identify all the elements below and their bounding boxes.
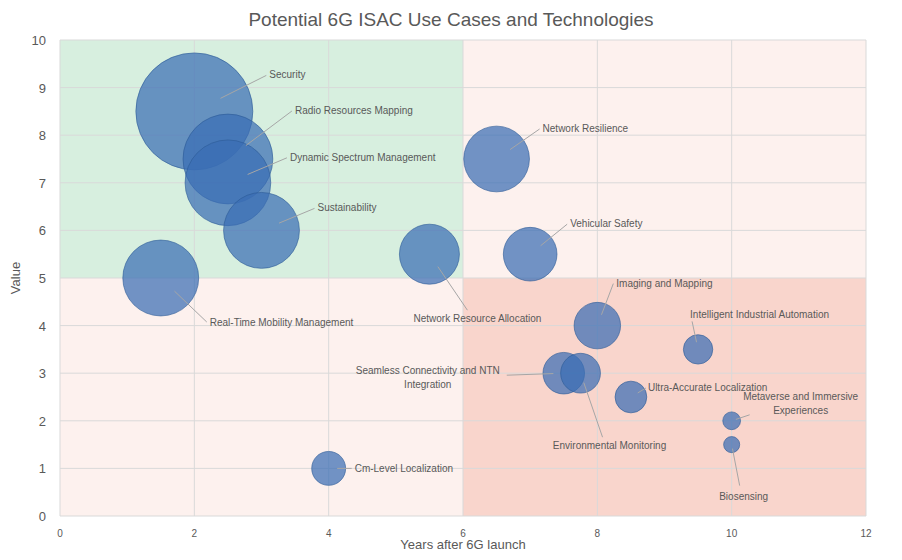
bubble-label: Cm-Level Localization [355,463,453,474]
bubble [224,192,300,268]
leader-line [248,158,287,175]
x-tick-label: 0 [57,528,63,539]
leader-line [337,468,352,469]
leader-line [279,208,314,223]
y-tick-label: 8 [39,128,46,143]
y-tick-label: 2 [39,414,46,429]
label-line: Seamless Connectivity and NTN [356,365,500,376]
x-tick-label: 10 [726,528,738,539]
bubble [561,353,601,393]
leader-line [732,449,739,486]
bubble-label: Vehicular Safety [570,218,642,229]
bubble-label: Seamless Connectivity and NTN Integration [356,365,500,390]
bubble [723,412,741,430]
bubble [503,227,557,281]
leader-line [220,75,266,98]
bubble [683,335,712,364]
y-tick-label: 9 [39,81,46,96]
bubble-label: Environmental Monitoring [553,440,666,451]
leader-line [638,388,646,393]
y-tick-label: 6 [39,223,46,238]
y-tick-label: 5 [39,271,46,286]
bubble-label: Network Resource Allocation [413,313,541,324]
bubble-label: Real-Time Mobility Management [210,317,354,328]
label-line: Metaverse and Immersive [743,391,858,402]
y-tick-label: 1 [39,461,46,476]
x-axis-label: Years after 6G launch [400,537,525,552]
label-line: Experiences [773,405,828,416]
leader-line [541,224,568,246]
y-tick-label: 7 [39,176,46,191]
page: {"chart_data": { "type": "bubble", "titl… [0,0,902,560]
leader-line [584,383,603,438]
label-line: Integration [404,379,451,390]
bubble [724,437,740,453]
x-tick-label: 2 [192,528,198,539]
y-axis-label: Value [8,262,23,294]
leader-line [601,284,613,315]
y-tick-label: 3 [39,366,46,381]
bubble-label: Metaverse and Immersive Experiences [743,391,858,416]
x-tick-label: 12 [860,528,872,539]
leader-line [510,129,540,150]
bubble-label: Security [269,69,305,80]
grid-line [60,40,61,516]
y-tick-label: 0 [39,509,46,524]
bubble-label: Intelligent Industrial Automation [690,309,829,320]
labels: Security Radio Resources Mapping Dynamic S… [174,69,858,501]
x-tick-label: 4 [326,528,332,539]
bubble [615,381,647,413]
bubbles [123,53,741,485]
bubble [464,126,530,192]
bubble-label: Sustainability [318,202,377,213]
leader-line [692,321,696,342]
bubble-label: Imaging and Mapping [616,278,712,289]
bubble [574,302,620,348]
leader-line [736,415,750,420]
quadrant [60,278,463,516]
bubble-label: Biosensing [719,491,768,502]
bubble [399,224,459,284]
x-tick-label: 8 [595,528,601,539]
grid-line [866,40,867,516]
leader-line [438,267,468,311]
leader-line [174,291,206,322]
leader-line [246,111,292,146]
grid-line [463,40,464,516]
bubble-label: Radio Resources Mapping [295,105,413,116]
y-tick-label: 10 [32,33,46,48]
title: Potential 6G ISAC Use Cases and Technolo… [248,9,653,30]
chart: 012345678910024681012Potential 6G ISAC U… [0,0,902,560]
bubble-label: Network Resilience [543,123,629,134]
leader-line [507,374,554,376]
y-tick-label: 4 [39,319,46,334]
bubble-label: Dynamic Spectrum Management [290,152,436,163]
bubble [123,240,199,316]
